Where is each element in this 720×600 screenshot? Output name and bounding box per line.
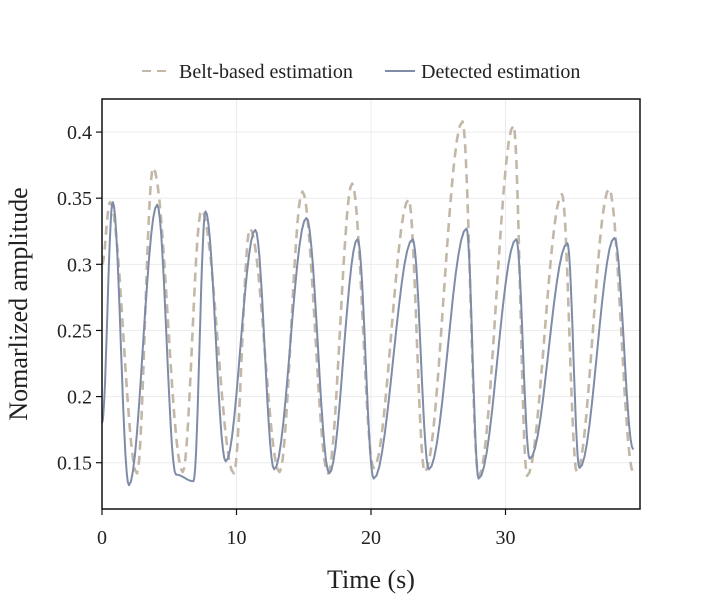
y-tick-label: 0.2 — [67, 387, 92, 409]
x-axis: 0 10 20 30 — [97, 509, 516, 549]
series-layer — [100, 120, 635, 487]
y-tick-label: 0.4 — [67, 122, 92, 144]
legend: Belt-based estimation Detected estimatio… — [142, 61, 580, 83]
detected-series-line — [101, 201, 635, 487]
y-tick-label: 0.15 — [57, 453, 92, 475]
y-tick-label: 0.3 — [67, 254, 92, 276]
y-tick-label: 0.25 — [57, 320, 92, 342]
y-axis: 0.15 0.2 0.25 0.3 0.35 0.4 — [57, 122, 102, 475]
x-tick-label: 20 — [361, 527, 381, 549]
y-axis-label: Nomarlized amplitude — [4, 187, 33, 420]
legend-label-detected: Detected estimation — [421, 61, 580, 83]
x-tick-label: 30 — [496, 527, 516, 549]
y-tick-label: 0.35 — [57, 188, 92, 210]
legend-label-belt: Belt-based estimation — [179, 61, 353, 83]
x-axis-label: Time (s) — [327, 565, 415, 594]
x-tick-label: 0 — [97, 527, 107, 549]
belt-series-line — [100, 120, 635, 478]
x-tick-label: 10 — [227, 527, 247, 549]
